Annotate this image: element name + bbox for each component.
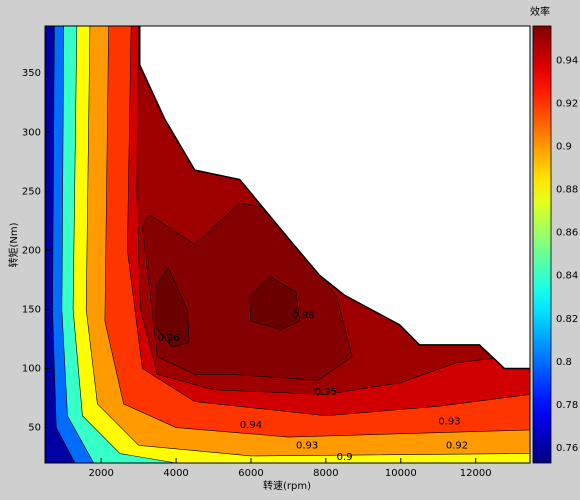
- contour-region: [248, 276, 300, 330]
- colorbar-tick-label: 0.76: [556, 443, 578, 454]
- contour-label: 0.95: [315, 387, 337, 398]
- contour-label: 0.96: [157, 333, 179, 344]
- y-tick-label: 150: [22, 304, 41, 315]
- x-axis-label: 转速(rpm): [263, 479, 311, 492]
- x-tick-label: 10000: [385, 468, 417, 479]
- colorbar-tick-label: 0.88: [556, 185, 578, 196]
- colorbar-tick-label: 0.78: [556, 400, 578, 411]
- colorbar-tick-label: 0.9: [556, 142, 572, 153]
- y-tick-label: 50: [28, 423, 41, 434]
- x-tick-label: 2000: [88, 468, 113, 479]
- x-tick-label: 6000: [238, 468, 263, 479]
- x-tick-label: 8000: [313, 468, 338, 479]
- contour-label: 0.94: [240, 420, 262, 431]
- colorbar-tick-label: 0.92: [556, 98, 578, 109]
- x-tick-label: 12000: [460, 468, 492, 479]
- plot-frame: [44, 25, 531, 464]
- colorbar-title: 效率: [530, 5, 550, 18]
- y-axis-label: 转矩(Nm): [7, 222, 20, 267]
- y-tick-label: 350: [22, 68, 41, 79]
- contour-label: 0.93: [296, 440, 318, 451]
- y-tick-label: 250: [22, 186, 41, 197]
- contour-label: 0.96: [292, 310, 314, 321]
- contour-label: 0.92: [446, 440, 468, 451]
- contour-label: 0.9: [337, 452, 353, 463]
- contour-region: [155, 267, 190, 348]
- colorbar-tick-label: 0.8: [556, 357, 572, 368]
- y-tick-label: 300: [22, 127, 41, 138]
- colorbar-tick-label: 0.82: [556, 314, 578, 325]
- y-tick-label: 100: [22, 364, 41, 375]
- colorbar-tick-label: 0.86: [556, 228, 578, 239]
- colorbar: [532, 25, 552, 464]
- y-tick-label: 200: [22, 245, 41, 256]
- colorbar-tick-label: 0.94: [556, 55, 578, 66]
- max-torque-boundary: [139, 26, 530, 370]
- x-tick-label: 4000: [163, 468, 188, 479]
- contour-label: 0.93: [438, 417, 460, 428]
- colorbar-tick-label: 0.84: [556, 271, 578, 282]
